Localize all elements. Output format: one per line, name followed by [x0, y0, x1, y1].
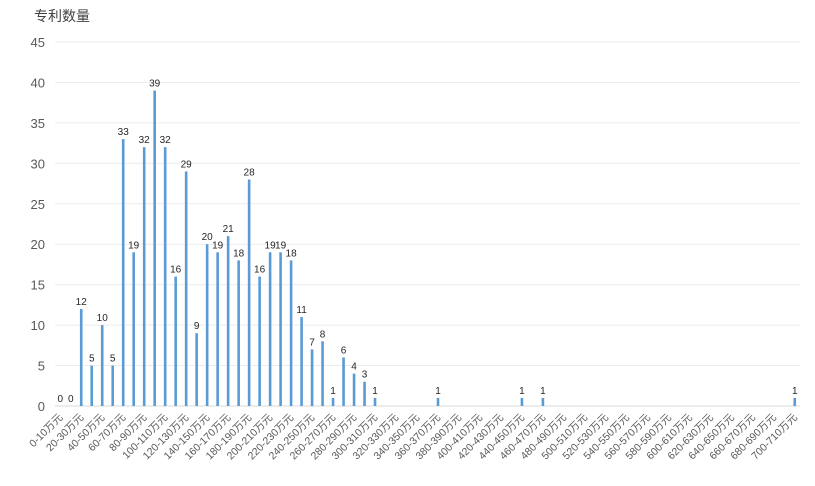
data-label: 1: [519, 386, 525, 397]
data-label: 8: [320, 329, 326, 340]
bar: [132, 252, 135, 406]
y-tick-label: 0: [38, 399, 45, 414]
bar: [121, 139, 125, 407]
bar: [226, 236, 230, 406]
bar: [142, 147, 146, 406]
data-label: 28: [244, 168, 256, 179]
data-label: 16: [254, 265, 266, 276]
bar: [205, 244, 209, 406]
data-label: 1: [540, 386, 546, 397]
bar: [289, 260, 293, 406]
bar: [436, 397, 440, 406]
y-tick-label: 25: [31, 197, 45, 212]
bar: [90, 365, 94, 406]
data-label: 32: [160, 135, 172, 146]
data-label: 1: [435, 386, 441, 397]
data-label: 20: [202, 232, 214, 243]
y-tick-label: 45: [31, 35, 45, 50]
data-label: 0: [68, 394, 74, 405]
data-label: 0: [57, 394, 63, 405]
y-tick-label: 30: [31, 156, 45, 171]
bar: [520, 397, 524, 406]
bar: [373, 397, 377, 406]
data-label: 11: [296, 305, 307, 316]
data-label: 5: [89, 354, 95, 365]
y-tick-label: 5: [38, 359, 45, 374]
bar: [247, 179, 251, 406]
y-tick-label: 10: [31, 318, 45, 333]
data-label: 1: [330, 386, 336, 397]
bar: [279, 252, 282, 406]
data-label: 19: [275, 240, 287, 251]
y-axis-title: 专利数量: [34, 9, 90, 25]
y-tick-label: 20: [31, 237, 45, 252]
y-tick-label: 35: [31, 116, 45, 131]
data-label: 18: [233, 248, 245, 259]
data-label: 5: [110, 354, 116, 365]
data-label: 12: [76, 297, 88, 308]
bar: [184, 171, 188, 406]
data-label: 4: [351, 362, 357, 373]
bar: [216, 252, 219, 406]
data-label: 6: [341, 345, 347, 356]
bar: [100, 325, 104, 406]
bar: [111, 365, 115, 406]
bar: [79, 308, 83, 406]
data-label: 21: [223, 224, 235, 235]
bar: [342, 357, 345, 406]
data-label: 16: [170, 265, 182, 276]
bar: [237, 260, 240, 406]
data-label: 9: [194, 321, 200, 332]
data-label: 10: [97, 313, 109, 324]
bar: [195, 333, 198, 406]
data-label: 19: [212, 240, 224, 251]
data-label: 19: [128, 240, 140, 251]
bar: [258, 276, 261, 406]
bar: [300, 317, 303, 406]
bar: [352, 373, 356, 406]
bar: [310, 349, 314, 406]
data-label: 1: [792, 386, 798, 397]
data-label: 19: [265, 240, 277, 251]
bar: [163, 147, 167, 406]
data-label: 7: [309, 337, 315, 348]
bar: [541, 397, 545, 406]
data-label: 18: [286, 248, 298, 259]
data-label: 29: [181, 159, 193, 170]
data-label: 1: [372, 386, 378, 397]
data-label: 33: [118, 127, 130, 138]
y-tick-label: 15: [31, 278, 45, 293]
bar: [153, 90, 156, 407]
bar: [331, 397, 335, 406]
bar: [793, 397, 797, 406]
bar: [321, 341, 324, 406]
bar: [363, 381, 366, 406]
data-label: 3: [362, 370, 368, 381]
y-tick-label: 40: [31, 75, 45, 90]
data-label: 32: [139, 135, 151, 146]
bar: [268, 252, 272, 406]
data-label: 39: [149, 79, 161, 90]
bar: [174, 276, 177, 406]
